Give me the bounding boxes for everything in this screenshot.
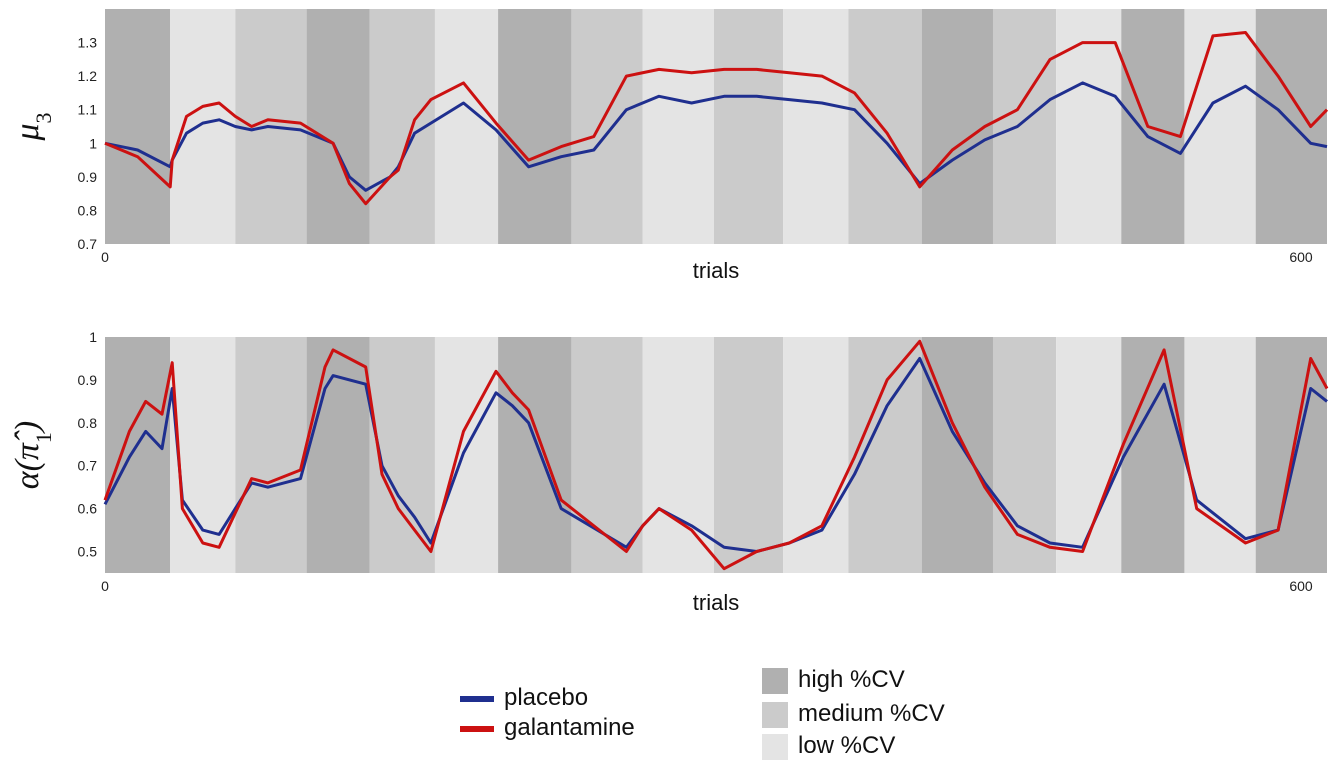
cv-band-low	[783, 337, 849, 573]
y-tick-label: 0.7	[78, 458, 98, 474]
y-axis-title: α(π̂1)	[9, 421, 56, 490]
cv-band-high	[1255, 9, 1327, 244]
medium-cv-swatch	[762, 702, 788, 728]
x-tick-label: 0	[101, 249, 109, 265]
legend-label-low-cv: low %CV	[798, 732, 896, 759]
x-tick-label: 600	[1289, 249, 1313, 265]
cv-band-high	[921, 9, 993, 244]
y-tick-label: 0.9	[78, 372, 98, 388]
legend-label-medium-cv: medium %CV	[798, 700, 945, 727]
cv-band-low	[1184, 9, 1256, 244]
cv-band-low	[170, 9, 236, 244]
y-tick-label: 0.8	[78, 202, 98, 218]
galantamine-swatch	[460, 726, 494, 732]
cv-band-low	[783, 9, 849, 244]
cv-band-low	[1056, 9, 1122, 244]
y-tick-label: 1	[89, 135, 97, 151]
cv-band-medium	[992, 337, 1057, 573]
y-tick-label: 1.3	[78, 35, 98, 51]
cv-band-high	[306, 337, 370, 573]
cv-band-medium	[571, 337, 643, 573]
placebo-swatch	[460, 696, 494, 702]
cv-band-low	[434, 9, 499, 244]
cv-band-medium	[713, 9, 784, 244]
series-line-galantamine	[103, 339, 1329, 571]
low-cv-swatch	[762, 734, 788, 760]
cv-band-low	[434, 337, 499, 573]
x-axis-title: trials	[693, 590, 739, 615]
cv-band-low	[642, 337, 714, 573]
y-tick-label: 1	[89, 329, 97, 345]
x-tick-label: 0	[101, 578, 109, 594]
cv-band-high	[105, 337, 171, 573]
x-tick-label: 600	[1289, 578, 1313, 594]
y-tick-label: 0.8	[78, 415, 98, 431]
cv-band-low	[1184, 337, 1256, 573]
mu3-panel: 0.7 0.8 0.9 1 1.1 1.2 1.3 0 600 trials μ3	[9, 9, 1329, 283]
cv-band-high	[498, 337, 572, 573]
series-line-placebo	[103, 357, 1328, 553]
y-tick-label: 1.1	[78, 102, 98, 118]
y-tick-label: 0.7	[78, 236, 98, 252]
cv-band-high	[498, 9, 572, 244]
legend-label-galantamine: galantamine	[504, 714, 635, 741]
y-tick-label: 0.9	[78, 169, 98, 185]
cv-band-low	[642, 9, 714, 244]
legend-label-placebo: placebo	[504, 684, 589, 711]
series-line-placebo	[104, 81, 1328, 192]
y-tick-label: 1.2	[78, 68, 98, 84]
high-cv-swatch	[762, 668, 788, 694]
y-tick-label: 0.5	[78, 544, 98, 560]
cv-band-medium	[235, 337, 307, 573]
cv-band-medium	[848, 337, 922, 573]
y-axis-title: μ3	[9, 112, 56, 141]
cv-band-high	[105, 9, 171, 244]
cv-band-medium	[992, 9, 1057, 244]
cv-band-medium	[713, 337, 784, 573]
y-tick-label: 0.6	[78, 501, 98, 517]
alpha-panel: 0.5 0.6 0.7 0.8 0.9 1 0 600 trials α(π̂1)	[9, 329, 1329, 615]
cv-band-medium	[571, 9, 643, 244]
cv-band-high	[306, 9, 370, 244]
cv-band-medium	[848, 9, 922, 244]
legend-label-high-cv: high %CV	[798, 666, 905, 693]
series-line-galantamine	[104, 31, 1329, 206]
x-axis-title: trials	[693, 258, 739, 283]
